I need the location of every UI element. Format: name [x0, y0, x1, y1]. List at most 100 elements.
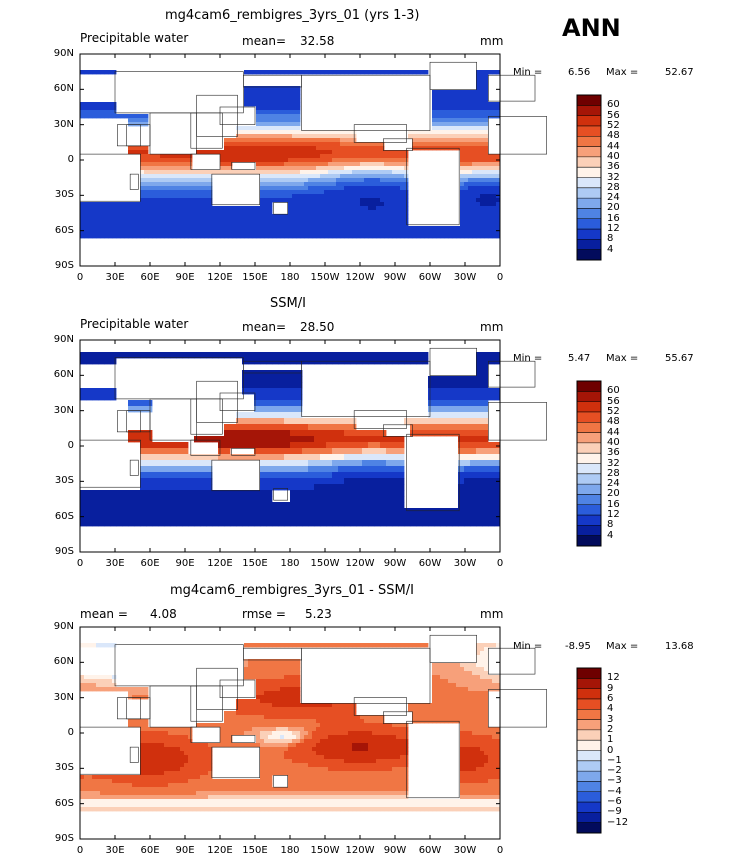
map-cell — [92, 358, 99, 365]
map-cell — [350, 448, 357, 455]
map-cell — [160, 743, 165, 748]
map-cell — [300, 747, 305, 752]
map-cell — [496, 643, 501, 648]
map-cell — [248, 496, 255, 503]
map-cell — [194, 466, 201, 473]
map-cell — [256, 214, 261, 219]
map-cell — [332, 719, 337, 724]
coastline — [129, 173, 139, 190]
map-cell — [452, 430, 459, 437]
map-cell — [472, 695, 477, 700]
map-cell — [476, 739, 481, 744]
map-cell — [268, 170, 273, 175]
map-cell — [136, 222, 141, 227]
map-cell — [468, 170, 473, 175]
map-cell — [156, 743, 161, 748]
map-cell — [412, 134, 417, 139]
map-cell — [468, 234, 473, 239]
map-cell — [320, 514, 327, 521]
map-cell — [268, 687, 273, 692]
map-cell — [352, 70, 357, 75]
map-cell — [80, 222, 85, 227]
map-cell — [204, 218, 209, 223]
map-cell — [476, 106, 481, 111]
map-cell — [464, 202, 469, 207]
map-cell — [444, 122, 449, 127]
map-cell — [288, 70, 293, 75]
map-cell — [304, 723, 309, 728]
map-cell — [398, 484, 405, 491]
map-cell — [380, 735, 385, 740]
map-cell — [396, 202, 401, 207]
map-cell — [104, 70, 109, 75]
map-cell — [360, 142, 365, 147]
coastline — [211, 173, 260, 206]
map-cell — [356, 502, 363, 509]
map-cell — [116, 230, 121, 235]
map-cell — [232, 719, 237, 724]
map-cell — [384, 226, 389, 231]
map-cell — [444, 707, 449, 712]
map-cell — [316, 162, 321, 167]
map-cell — [480, 743, 485, 748]
map-cell — [464, 218, 469, 223]
map-cell — [326, 472, 333, 479]
map-cell — [240, 699, 245, 704]
map-cell — [230, 514, 237, 521]
map-cell — [272, 106, 277, 111]
map-cell — [182, 352, 189, 359]
map-cell — [360, 222, 365, 227]
map-cell — [112, 643, 117, 648]
map-cell — [464, 711, 469, 716]
map-cell — [212, 514, 219, 521]
map-cell — [116, 206, 121, 211]
map-cell — [264, 210, 269, 215]
map-cell — [400, 154, 405, 159]
map-cell — [440, 94, 445, 99]
map-cell — [386, 502, 393, 509]
panel2-mean-value: 28.50 — [300, 320, 335, 334]
map-cell — [180, 190, 185, 195]
map-cell — [444, 695, 449, 700]
map-cell — [86, 502, 93, 509]
map-cell — [424, 142, 429, 147]
map-cell — [304, 743, 309, 748]
map-cell — [436, 230, 441, 235]
map-cell — [480, 214, 485, 219]
map-cell — [468, 102, 473, 107]
map-cell — [476, 150, 481, 155]
map-cell — [116, 496, 123, 503]
map-cell — [304, 214, 309, 219]
map-cell — [184, 190, 189, 195]
map-cell — [296, 514, 303, 521]
map-cell — [104, 114, 109, 119]
map-cell — [344, 174, 349, 179]
map-cell — [260, 150, 265, 155]
map-cell — [236, 158, 241, 163]
map-cell — [84, 210, 89, 215]
map-cell — [464, 198, 469, 203]
coastline — [126, 124, 151, 147]
map-cell — [296, 699, 301, 704]
map-cell — [252, 727, 257, 732]
map-cell — [88, 643, 93, 648]
map-cell — [132, 695, 137, 700]
map-cell — [288, 162, 293, 167]
map-cell — [236, 442, 243, 449]
map-cell — [284, 424, 291, 431]
map-cell — [476, 743, 481, 748]
map-cell — [284, 170, 289, 175]
map-cell — [212, 234, 217, 239]
map-cell — [480, 210, 485, 215]
map-cell — [288, 114, 293, 119]
map-cell — [224, 218, 229, 223]
map-cell — [272, 719, 277, 724]
map-cell — [340, 198, 345, 203]
map-cell — [260, 683, 265, 688]
map-cell — [376, 198, 381, 203]
map-cell — [188, 162, 193, 167]
map-cell — [144, 146, 149, 151]
map-cell — [470, 460, 477, 467]
map-cell — [290, 496, 297, 503]
map-cell — [268, 735, 273, 740]
